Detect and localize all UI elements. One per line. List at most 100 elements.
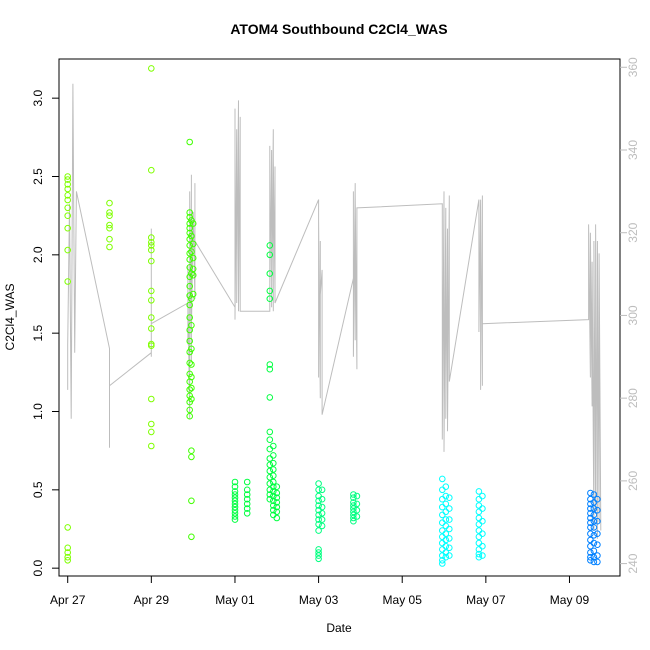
right-y-tick-label: 300 — [626, 305, 640, 325]
series-5 — [587, 489, 601, 566]
data-point — [315, 546, 322, 553]
data-point — [266, 295, 274, 303]
right-y-tick-label: 320 — [626, 222, 640, 242]
data-point — [587, 549, 594, 556]
data-point — [64, 204, 71, 212]
data-point — [148, 65, 155, 72]
data-point — [243, 491, 251, 498]
data-point — [475, 514, 483, 522]
data-point — [475, 527, 483, 534]
data-point — [266, 480, 274, 487]
data-point — [188, 248, 195, 255]
data-point — [186, 235, 193, 243]
data-point — [475, 521, 483, 528]
data-point — [315, 497, 322, 505]
data-point — [439, 486, 446, 494]
data-point — [442, 483, 450, 491]
data-point — [243, 486, 251, 494]
y-tick-label: 0.5 — [31, 481, 45, 498]
data-point — [594, 506, 601, 514]
data-point — [318, 510, 326, 517]
data-point — [64, 246, 71, 254]
right-y-tick-label: 360 — [626, 57, 640, 77]
data-point — [446, 544, 453, 552]
data-point — [186, 209, 193, 216]
data-point — [442, 522, 450, 530]
y-tick-label: 2.0 — [31, 246, 45, 263]
data-point — [186, 256, 193, 263]
data-point — [446, 505, 453, 512]
data-point — [186, 337, 193, 345]
data-point — [315, 480, 322, 487]
data-point — [273, 489, 281, 497]
data-point — [439, 533, 446, 541]
series-1 — [186, 138, 197, 541]
data-point — [231, 491, 239, 498]
series-4 — [439, 475, 486, 567]
y-tick-label: 2.5 — [31, 168, 45, 185]
y-axis-label: C2Cl4_WAS — [3, 284, 17, 351]
data-point — [266, 467, 274, 475]
data-point — [186, 386, 193, 393]
data-point — [148, 242, 155, 249]
y-tick-label: 1.0 — [31, 403, 45, 420]
data-point — [475, 550, 483, 558]
data-point — [479, 530, 486, 538]
data-point — [243, 478, 251, 486]
data-point — [594, 558, 601, 566]
right-y-tick-label: 280 — [626, 388, 640, 408]
data-point — [442, 553, 450, 561]
data-point — [273, 494, 281, 502]
data-point — [148, 342, 155, 350]
right-y-tick-label: 260 — [626, 471, 640, 491]
data-point — [188, 322, 195, 329]
data-point — [231, 483, 239, 491]
data-point — [270, 472, 277, 480]
data-point — [186, 348, 193, 356]
data-point — [186, 406, 193, 414]
latitude-track — [67, 83, 602, 539]
data-point — [315, 521, 322, 528]
data-point — [273, 483, 281, 491]
data-point — [590, 524, 598, 531]
data-point — [587, 489, 594, 497]
data-point — [186, 412, 193, 420]
data-point — [186, 273, 193, 281]
data-point — [442, 536, 450, 544]
right-y-tick-label: 240 — [626, 553, 640, 573]
data-point — [106, 212, 113, 219]
data-point — [148, 314, 155, 321]
data-point — [186, 282, 193, 290]
data-point — [590, 553, 598, 561]
data-point — [590, 539, 598, 547]
data-point — [64, 185, 71, 193]
left-axis: 0.0 0.5 1.0 1.5 2.0 2.5 3.0 — [31, 90, 59, 577]
series-0 — [64, 65, 155, 564]
data-point — [231, 516, 239, 523]
data-point — [350, 494, 357, 502]
data-point — [446, 535, 453, 542]
data-point — [594, 552, 601, 559]
data-point — [231, 510, 239, 517]
data-point — [587, 500, 594, 508]
data-point — [148, 325, 155, 332]
data-point — [266, 428, 274, 436]
data-point — [266, 394, 274, 401]
data-point — [231, 488, 239, 495]
data-point — [243, 505, 251, 512]
data-point — [350, 502, 357, 509]
data-point — [148, 234, 155, 241]
data-point — [64, 181, 71, 188]
data-point — [350, 508, 357, 516]
data-point — [594, 517, 601, 525]
data-point — [353, 500, 361, 508]
y-tick-label: 0.0 — [31, 560, 45, 577]
data-point — [350, 514, 357, 522]
data-point — [186, 392, 193, 400]
data-point — [231, 494, 239, 502]
data-point — [106, 243, 113, 251]
data-point — [439, 546, 446, 553]
data-point — [439, 539, 446, 547]
data-point — [353, 513, 361, 520]
